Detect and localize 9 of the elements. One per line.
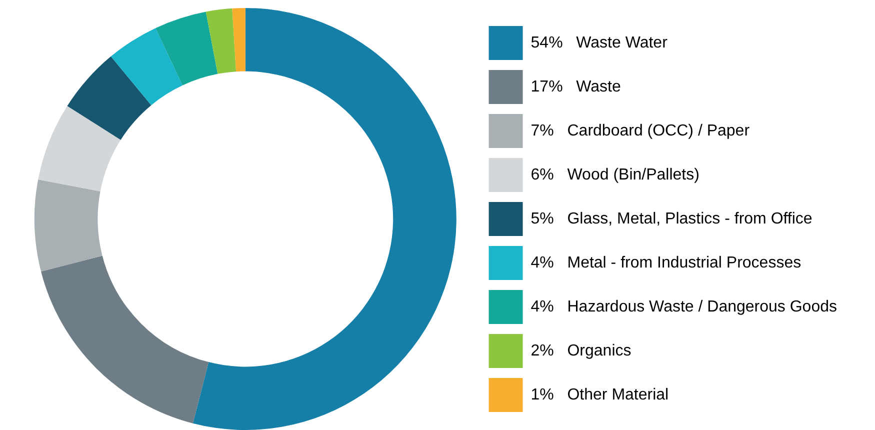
legend-label: 17% Waste: [530, 78, 621, 96]
legend-label: 1% Other Material: [530, 386, 669, 404]
legend-label: 6% Wood (Bin/Pallets): [530, 166, 700, 184]
legend-label: 4% Metal - from Industrial Processes: [530, 254, 802, 272]
legend-label: 4% Hazardous Waste / Dangerous Goods: [530, 298, 838, 316]
legend-label: 2% Organics: [530, 342, 632, 360]
legend-label: 7% Cardboard (OCC) / Paper: [530, 122, 750, 140]
legend-label: 54% Waste Water: [530, 34, 668, 52]
legend-label: 5% Glass, Metal, Plastics - from Office: [530, 210, 812, 228]
